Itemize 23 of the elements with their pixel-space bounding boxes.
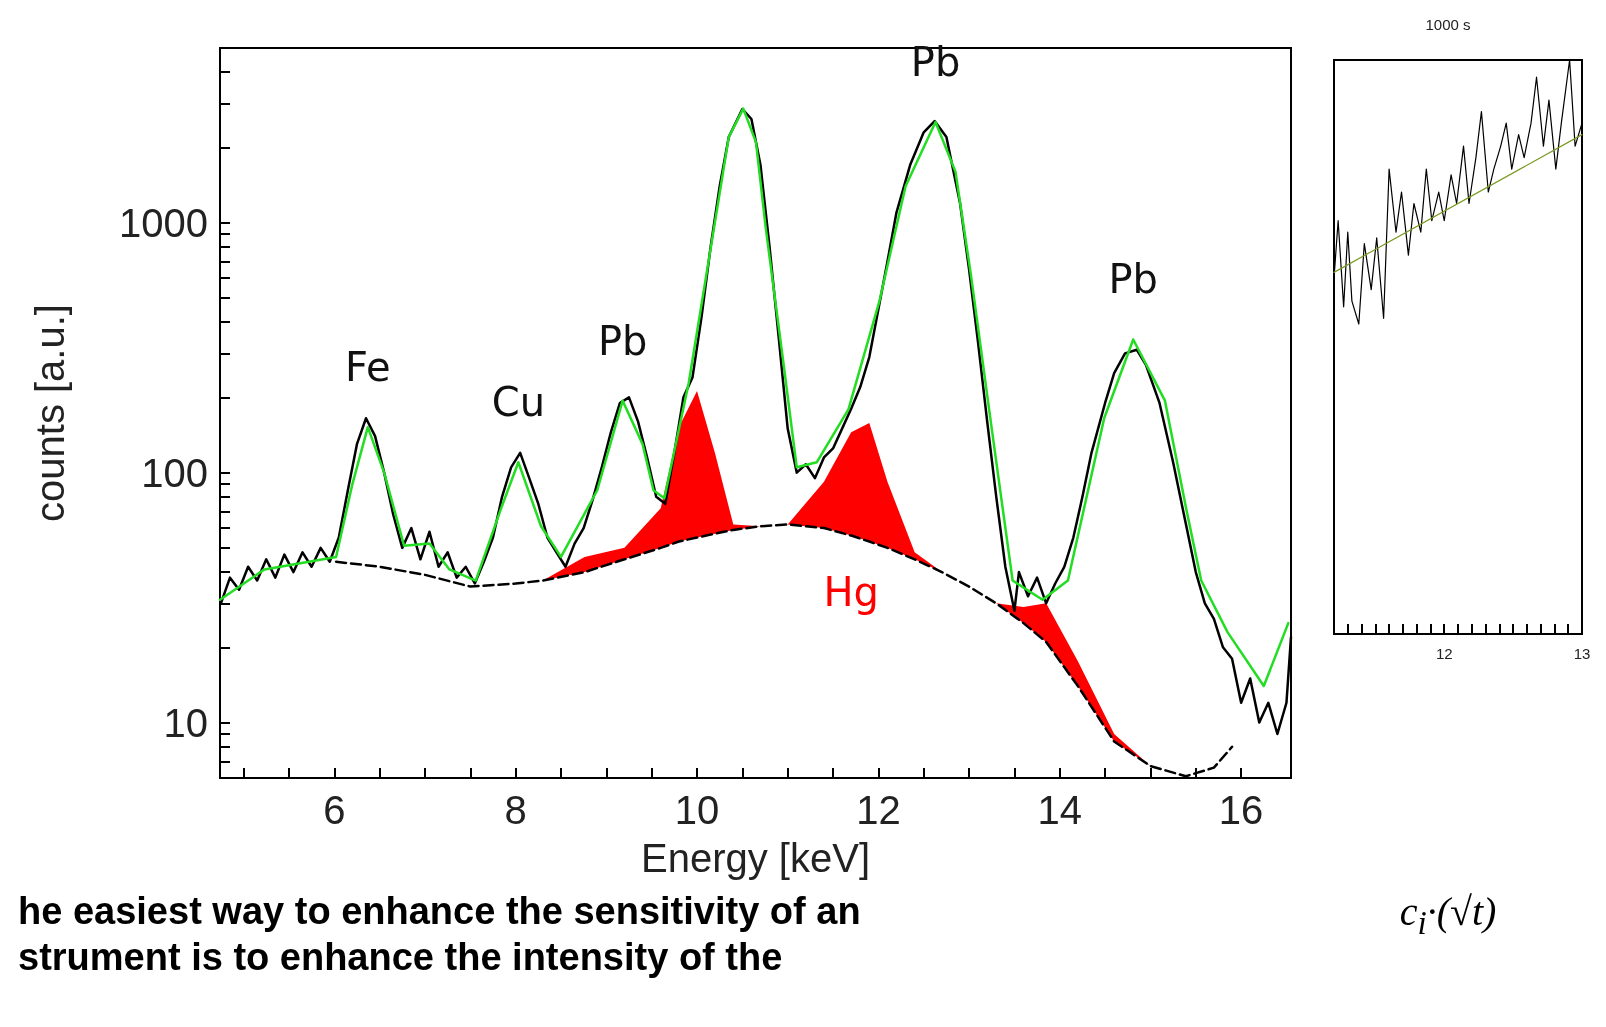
y-axis-title: counts [a.u.]	[28, 304, 72, 522]
y-tick-label: 100	[141, 450, 208, 495]
x-tick-label: 16	[1218, 788, 1264, 832]
series-label: Hg	[823, 569, 879, 616]
text: c$_{i}$·(√t)	[1398, 888, 1498, 942]
x-tick-label: 6	[323, 788, 346, 832]
x-tick-label: 14	[1037, 788, 1082, 832]
text: strument is to enhance the intensity of the	[17, 935, 784, 980]
x-tick-label: 13	[1573, 645, 1591, 662]
text: he easiest way to enhance the sensitivity of an	[17, 889, 862, 934]
annotation: Pb	[910, 38, 961, 85]
x-tick-label: 12	[1435, 645, 1453, 662]
annotation: Pb	[597, 317, 648, 364]
x-axis-title: Energy [keV]	[640, 836, 871, 880]
y-tick-label: 1000	[119, 200, 208, 245]
y-tick-label: 10	[163, 700, 208, 745]
annotation: Pb	[1108, 256, 1158, 303]
annotation: Fe	[345, 344, 391, 391]
x-tick-label: 8	[504, 788, 527, 832]
x-tick-label: 12	[856, 788, 901, 832]
annotation: Cu	[491, 379, 545, 426]
chart-title: 1000 s	[1425, 16, 1471, 33]
x-tick-label: 10	[674, 788, 720, 832]
